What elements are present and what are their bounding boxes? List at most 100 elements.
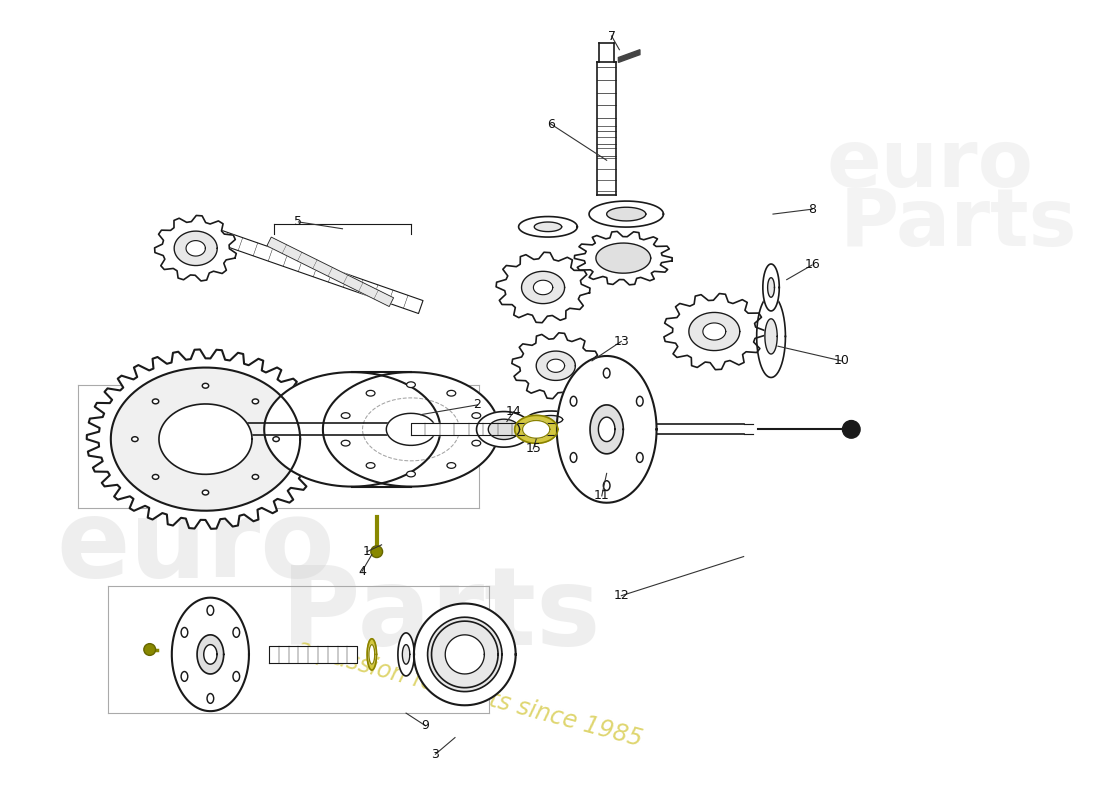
Polygon shape — [518, 217, 578, 237]
Polygon shape — [607, 207, 646, 221]
Ellipse shape — [252, 399, 258, 404]
Circle shape — [371, 546, 383, 558]
Ellipse shape — [202, 383, 209, 388]
Ellipse shape — [252, 474, 258, 479]
Polygon shape — [521, 271, 564, 304]
Ellipse shape — [152, 474, 158, 479]
Polygon shape — [522, 421, 550, 438]
Polygon shape — [386, 414, 436, 446]
Polygon shape — [535, 222, 562, 232]
Polygon shape — [158, 404, 252, 474]
Polygon shape — [446, 635, 484, 674]
Polygon shape — [703, 323, 726, 340]
Text: euro: euro — [56, 494, 336, 600]
Polygon shape — [398, 633, 415, 676]
Ellipse shape — [570, 396, 576, 406]
Text: 2: 2 — [474, 398, 482, 411]
Ellipse shape — [603, 481, 611, 490]
Polygon shape — [208, 227, 424, 314]
Ellipse shape — [341, 440, 350, 446]
Polygon shape — [197, 635, 223, 674]
Ellipse shape — [447, 462, 455, 468]
Polygon shape — [527, 411, 575, 428]
Polygon shape — [428, 618, 502, 691]
Ellipse shape — [366, 462, 375, 468]
Ellipse shape — [603, 368, 611, 378]
Polygon shape — [367, 638, 376, 670]
Polygon shape — [557, 356, 657, 502]
Ellipse shape — [152, 399, 158, 404]
Ellipse shape — [366, 390, 375, 396]
Polygon shape — [431, 621, 498, 688]
Polygon shape — [174, 231, 217, 266]
Polygon shape — [403, 645, 410, 664]
Ellipse shape — [132, 437, 139, 442]
Polygon shape — [515, 415, 558, 443]
Polygon shape — [267, 237, 394, 306]
Polygon shape — [539, 415, 562, 424]
Text: a passion for parts since 1985: a passion for parts since 1985 — [294, 636, 645, 751]
Ellipse shape — [407, 471, 416, 477]
Text: 13: 13 — [614, 334, 629, 348]
Polygon shape — [657, 425, 744, 434]
Polygon shape — [270, 646, 358, 663]
Polygon shape — [598, 43, 615, 66]
Text: 7: 7 — [607, 30, 616, 42]
Polygon shape — [155, 215, 236, 281]
Ellipse shape — [341, 413, 350, 418]
Text: 10: 10 — [834, 354, 849, 367]
Text: 1: 1 — [363, 545, 371, 558]
Ellipse shape — [207, 606, 213, 615]
Text: 3: 3 — [431, 748, 439, 761]
Ellipse shape — [233, 627, 240, 638]
Text: 6: 6 — [547, 118, 554, 130]
Ellipse shape — [202, 490, 209, 495]
Polygon shape — [598, 417, 615, 442]
Polygon shape — [689, 313, 739, 350]
Polygon shape — [536, 351, 575, 381]
Text: Parts: Parts — [280, 562, 601, 668]
Polygon shape — [597, 62, 616, 194]
Polygon shape — [574, 231, 672, 285]
Polygon shape — [368, 645, 375, 664]
Ellipse shape — [447, 390, 455, 396]
Polygon shape — [176, 423, 411, 435]
Polygon shape — [172, 598, 249, 711]
Ellipse shape — [233, 671, 240, 682]
Text: euro: euro — [826, 126, 1033, 204]
Text: 5: 5 — [295, 215, 302, 229]
Ellipse shape — [182, 627, 188, 638]
Ellipse shape — [570, 453, 576, 462]
Polygon shape — [534, 280, 552, 294]
Polygon shape — [618, 50, 640, 62]
Text: 15: 15 — [526, 442, 541, 455]
Polygon shape — [414, 603, 516, 706]
Ellipse shape — [637, 453, 644, 462]
Polygon shape — [547, 359, 564, 372]
Polygon shape — [496, 252, 590, 322]
Ellipse shape — [637, 396, 644, 406]
Polygon shape — [476, 411, 531, 447]
Text: 16: 16 — [804, 258, 820, 271]
Text: 11: 11 — [594, 490, 609, 502]
Polygon shape — [768, 278, 774, 298]
Text: 4: 4 — [359, 565, 366, 578]
Polygon shape — [411, 423, 556, 435]
Polygon shape — [204, 645, 217, 664]
Polygon shape — [264, 372, 440, 486]
Polygon shape — [762, 264, 779, 311]
Ellipse shape — [207, 694, 213, 703]
Text: 12: 12 — [614, 589, 629, 602]
Polygon shape — [111, 367, 300, 510]
Polygon shape — [590, 405, 624, 454]
Text: Parts: Parts — [840, 185, 1078, 263]
Polygon shape — [512, 333, 600, 398]
Text: 8: 8 — [808, 202, 816, 216]
Text: 9: 9 — [421, 719, 430, 732]
Ellipse shape — [472, 440, 481, 446]
Ellipse shape — [472, 413, 481, 418]
Polygon shape — [488, 419, 519, 439]
Ellipse shape — [144, 644, 155, 655]
Polygon shape — [186, 241, 206, 256]
Polygon shape — [87, 350, 324, 529]
